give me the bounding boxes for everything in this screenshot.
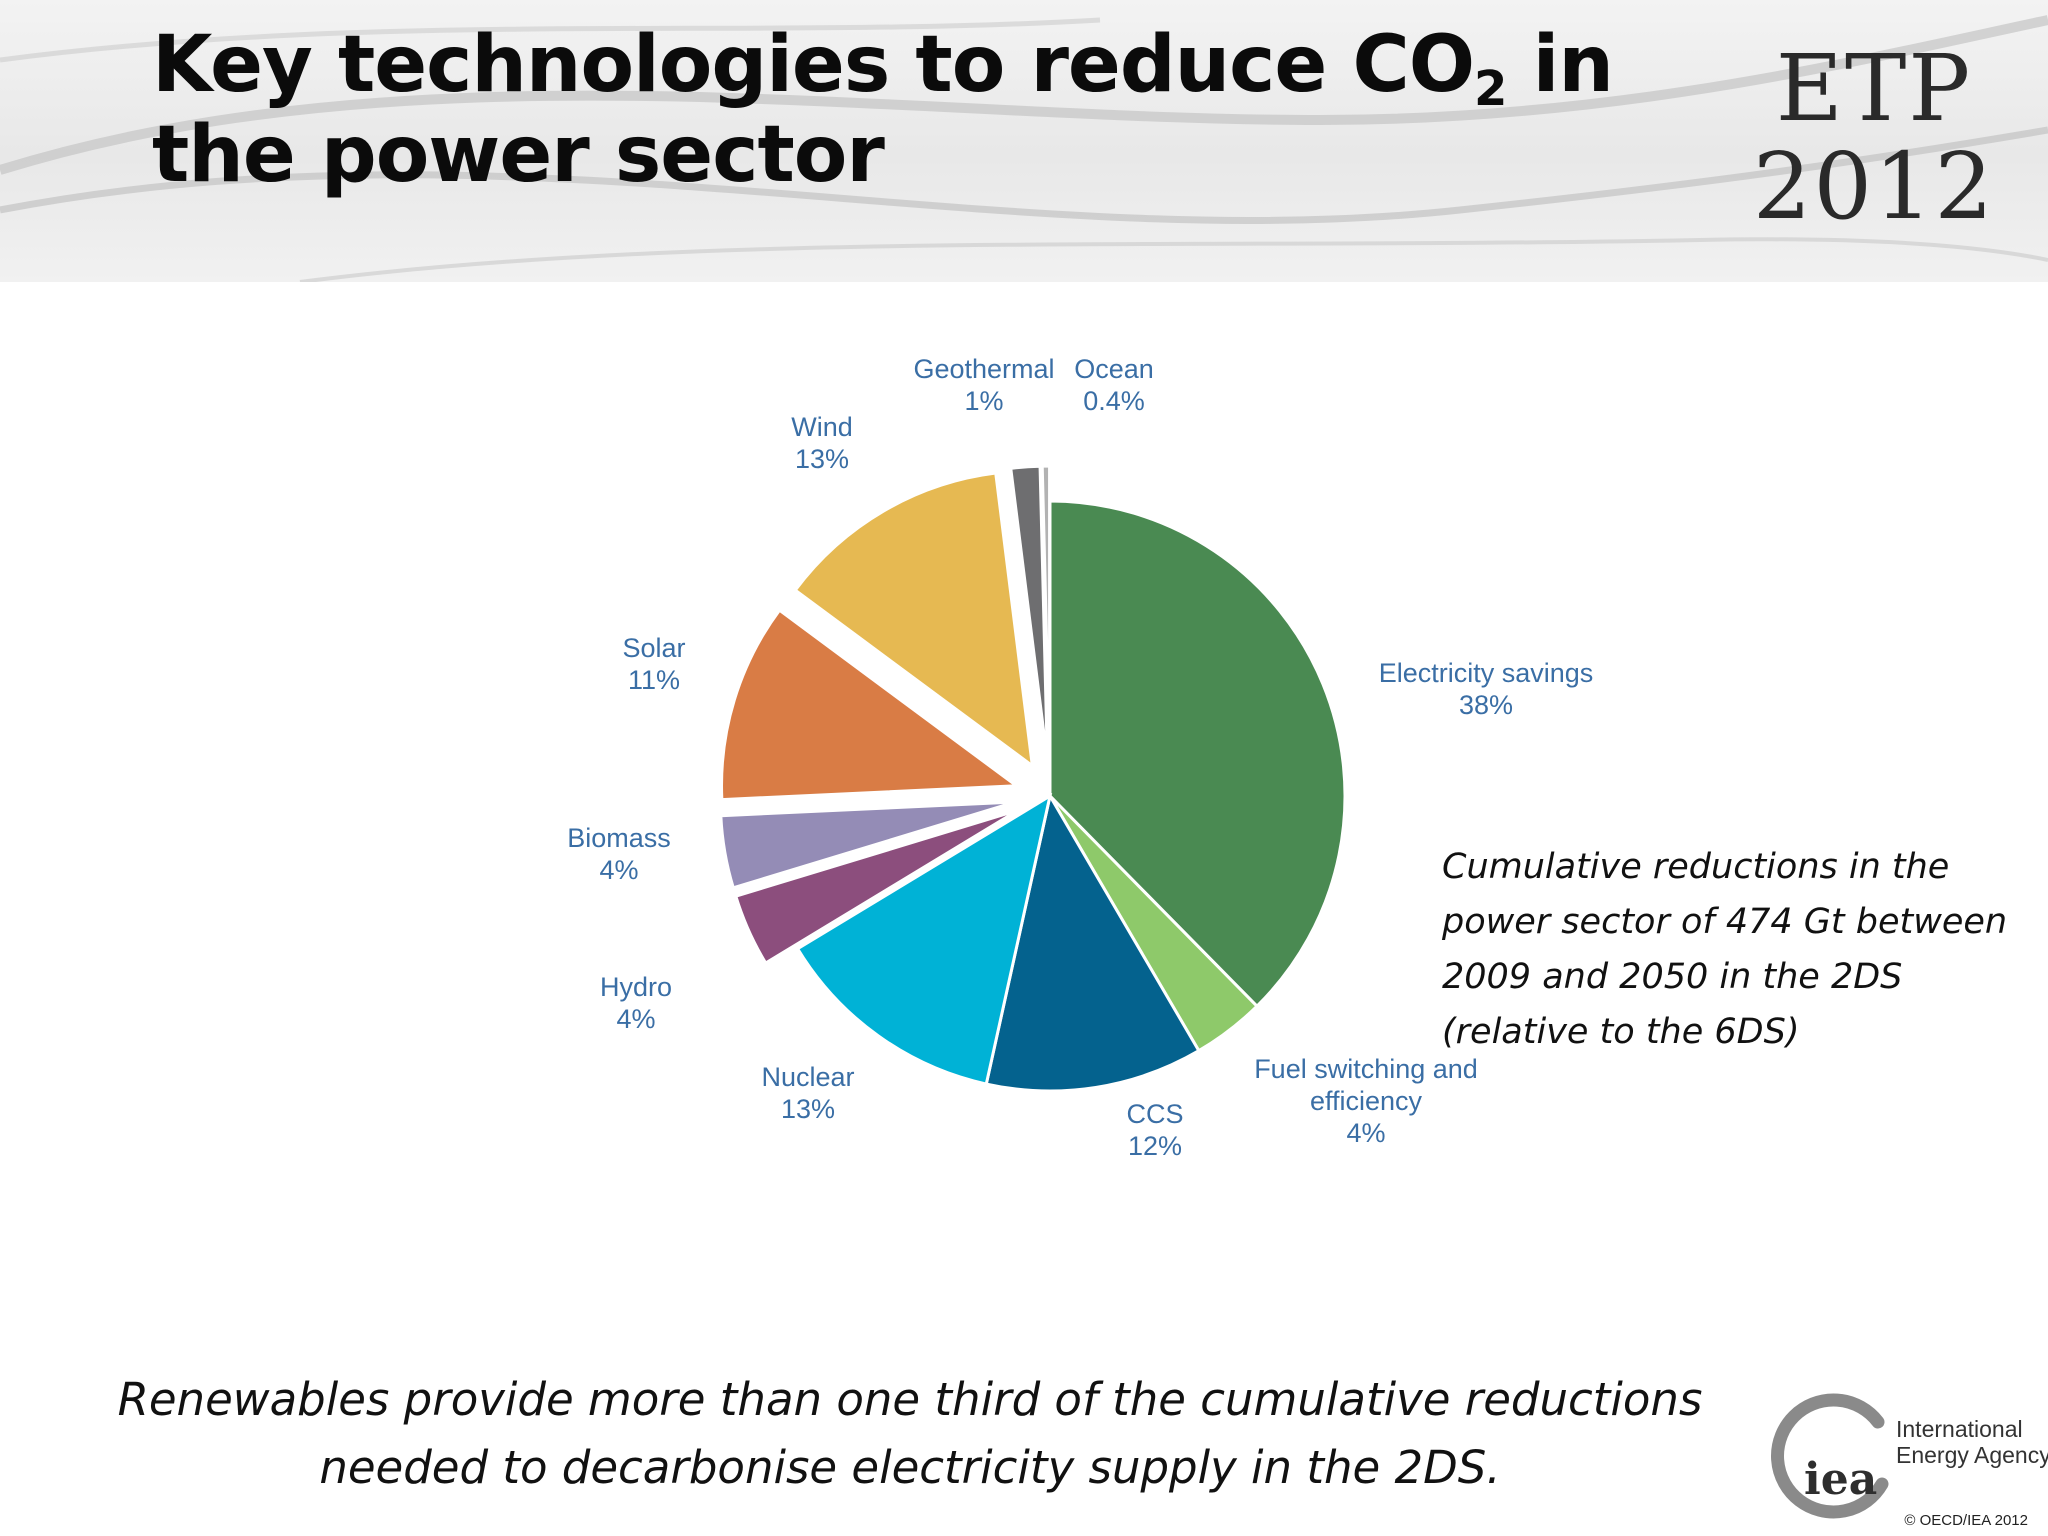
pie-label-electricity-savings-name: Electricity savings (1379, 658, 1594, 688)
header-banner: Key technologies to reduce CO2 in the po… (0, 0, 2048, 282)
pie-label-fuel-switching-and-efficiency-percent: 4% (1346, 1118, 1385, 1148)
pie-label-ccs-percent: 12% (1128, 1131, 1182, 1161)
title-tail: in the power sector (152, 20, 1614, 200)
pie-label-ccs-name: CCS (1126, 1099, 1183, 1129)
pie-label-biomass-name: Biomass (567, 823, 671, 853)
pie-slices (719, 464, 1347, 1093)
copyright: © OECD/IEA 2012 (1904, 1512, 2028, 1529)
pie-slice-geothermal (1009, 464, 1049, 762)
pie-slice-ccs (984, 791, 1201, 1093)
pie-label-solar-percent: 11% (628, 665, 680, 695)
iea-logo-letters: iea (1804, 1454, 1877, 1505)
pie-slice-biomass (719, 800, 1016, 890)
chart-note: Cumulative reductions in the power secto… (1442, 847, 2008, 1052)
pie-label-wind-name: Wind (791, 412, 853, 442)
iea-logo-mark: iea (1771, 1393, 1889, 1519)
pie-label-ocean-percent: 0.4% (1083, 386, 1145, 416)
pie-label-solar-name: Solar (622, 633, 685, 663)
pie-label-geothermal-percent: 1% (964, 386, 1003, 416)
pie-slice-nuclear (795, 792, 1053, 1086)
pie-label-nuclear-name: Nuclear (761, 1062, 854, 1092)
iea-logo: iea International Energy Agency (1756, 1392, 2048, 1520)
page-title: Key technologies to reduce CO2 in the po… (152, 20, 1712, 200)
pie-label-wind-percent: 13% (795, 444, 849, 474)
header-swoosh-decoration (0, 15, 2048, 282)
pie-slice-electricity-savings (1048, 499, 1347, 1009)
pie-label-hydro-name: Hydro (600, 972, 672, 1002)
pie-label-biomass-percent: 4% (599, 855, 638, 885)
pie-label-ocean-name: Ocean (1074, 354, 1154, 384)
title-main: Key technologies to reduce CO (152, 20, 1475, 110)
etp-logo-line2: 2012 (1752, 133, 1996, 240)
pie-slice-wind (793, 471, 1035, 770)
pie-label-nuclear-percent: 13% (781, 1094, 835, 1124)
etp-logo-line1: ETP (1775, 35, 1973, 142)
pie-label-fuel-switching-and-efficiency-name-1: efficiency (1310, 1086, 1423, 1116)
pie-label-electricity-savings-percent: 38% (1459, 690, 1513, 720)
etp-logo: ETP 2012 (1744, 40, 2004, 236)
pie-slice-ocean (1040, 464, 1052, 762)
pie-label-fuel-switching-and-efficiency-name: Fuel switching and (1254, 1054, 1478, 1084)
iea-logo-ring-icon (1771, 1393, 1889, 1519)
pie-label-geothermal-name: Geothermal (913, 354, 1054, 384)
iea-logo-name: International Energy Agency (1896, 1416, 2048, 1468)
pie-slice-solar (720, 608, 1021, 802)
title-subscript: 2 (1474, 61, 1507, 117)
pie-label-hydro-percent: 4% (616, 1004, 655, 1034)
footer-statement: Renewables provide more than one third o… (117, 1373, 1703, 1494)
pie-slice-hydro (733, 808, 1019, 966)
